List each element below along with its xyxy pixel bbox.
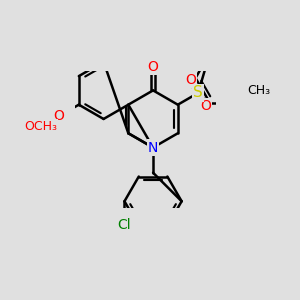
Text: O: O (200, 99, 211, 113)
Text: O: O (148, 60, 158, 74)
Text: O: O (185, 73, 196, 87)
Text: Cl: Cl (118, 218, 131, 232)
Text: S: S (193, 85, 203, 100)
Text: OCH₃: OCH₃ (24, 120, 57, 133)
Text: CH₃: CH₃ (247, 85, 270, 98)
Text: N: N (148, 141, 158, 154)
Text: O: O (53, 110, 64, 123)
